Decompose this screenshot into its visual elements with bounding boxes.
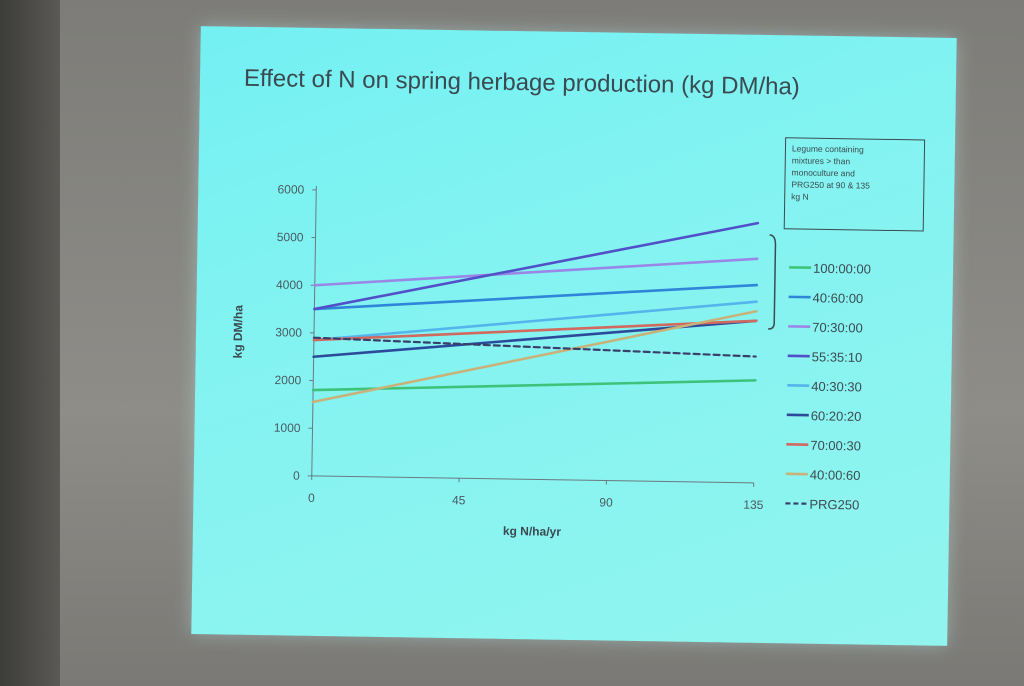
legend-label: 70:00:30 [810,438,861,454]
series-line-70-30-00 [313,257,759,287]
y-axis-title: kg DM/ha [231,305,246,359]
room-wall [0,0,60,686]
series-line-70-00-30 [312,319,758,342]
x-tick-label: 0 [308,491,315,505]
y-tick-label: 6000 [277,182,304,196]
x-tick-label: 45 [452,493,466,507]
legend-label: 40:00:60 [810,467,861,483]
series-line-40-30-30 [312,300,758,342]
legend-label: 70:30:00 [812,320,863,336]
legend-label: PRG250 [809,497,859,513]
y-tick-label: 2000 [274,373,301,387]
series-line-40-00-60 [311,309,758,404]
legend-label: 55:35:10 [812,349,863,365]
slide: Effect of N on spring herbage production… [191,26,957,646]
chart-legend: 100:00:00 40:60:00 70:30:00 55:35:10 40:30:3… [785,261,871,513]
series-line-100-00-00 [311,379,757,392]
line-chart: 0 1000 2000 3000 4000 5000 6000 0 45 90 135 100:00… [231,182,871,539]
y-tick-label: 0 [293,469,300,483]
y-tick-label: 1000 [274,421,301,435]
x-axis-title: kg N/ha/yr [503,524,562,539]
y-tick-label: 5000 [277,230,304,244]
series-line-55-35-10 [313,221,760,311]
legend-label: 100:00:00 [813,261,871,277]
y-tick-label: 4000 [276,278,303,292]
legend-label: 60:20:20 [811,408,862,424]
x-tick-label: 135 [743,498,764,512]
legend-bracket [768,234,777,330]
chart-axes: 0 1000 2000 3000 4000 5000 6000 0 45 90 135 [274,182,764,512]
series-line-PRG250 [312,336,757,358]
legend-label: 40:60:00 [813,290,864,306]
y-tick-label: 3000 [275,325,302,339]
legend-label: 40:30:30 [811,379,862,395]
chart-series [311,221,760,404]
x-tick-label: 90 [599,495,613,509]
series-line-40-60-00 [313,283,759,311]
x-axis-line [311,475,754,484]
y-axis-line [311,185,317,476]
